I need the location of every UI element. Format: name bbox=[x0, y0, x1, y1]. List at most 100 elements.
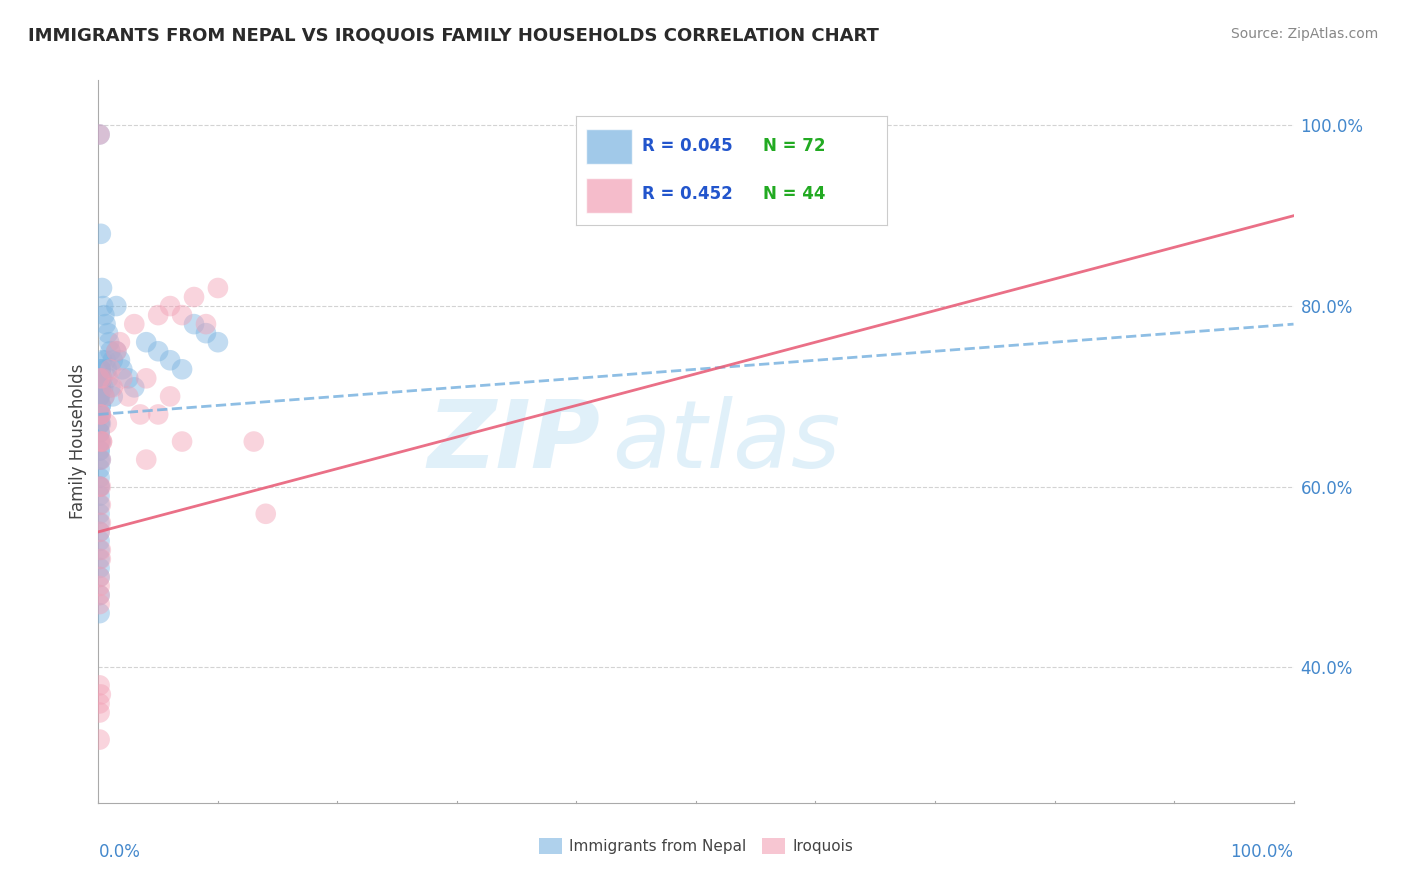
Point bbox=[90, 452, 112, 467]
Point bbox=[89, 471, 111, 485]
Point bbox=[89, 732, 111, 747]
Text: 0.0%: 0.0% bbox=[98, 843, 141, 861]
Point bbox=[89, 697, 111, 711]
Point bbox=[89, 434, 111, 449]
Point bbox=[90, 380, 112, 394]
Point bbox=[90, 362, 112, 376]
Point bbox=[89, 128, 111, 142]
Point bbox=[91, 434, 114, 449]
Point bbox=[135, 371, 157, 385]
Point bbox=[89, 425, 111, 440]
Point bbox=[89, 417, 111, 431]
Point bbox=[90, 452, 112, 467]
Point bbox=[91, 380, 114, 394]
Point bbox=[108, 353, 131, 368]
Point bbox=[90, 480, 112, 494]
Point bbox=[105, 344, 128, 359]
Point bbox=[108, 335, 131, 350]
Point bbox=[148, 308, 170, 322]
Text: atlas: atlas bbox=[613, 396, 841, 487]
Point bbox=[94, 353, 117, 368]
Point bbox=[111, 362, 134, 376]
Point bbox=[89, 425, 111, 440]
Point bbox=[207, 281, 229, 295]
Point bbox=[89, 606, 111, 620]
Point bbox=[90, 398, 112, 412]
Point bbox=[101, 353, 124, 368]
Point bbox=[89, 524, 111, 539]
Text: Source: ZipAtlas.com: Source: ZipAtlas.com bbox=[1230, 27, 1378, 41]
Point bbox=[148, 408, 170, 422]
Point bbox=[93, 389, 115, 403]
Point bbox=[90, 398, 112, 412]
Point bbox=[91, 371, 114, 385]
Point bbox=[159, 389, 181, 403]
Point bbox=[91, 299, 114, 313]
Point bbox=[89, 408, 111, 422]
Point bbox=[89, 597, 111, 611]
Point bbox=[148, 344, 170, 359]
Point bbox=[183, 317, 205, 331]
Point bbox=[96, 417, 118, 431]
Point bbox=[90, 552, 112, 566]
Point bbox=[97, 371, 120, 385]
Point bbox=[90, 362, 112, 376]
Point bbox=[117, 389, 139, 403]
Point bbox=[98, 344, 122, 359]
Point bbox=[98, 380, 122, 394]
Y-axis label: Family Households: Family Households bbox=[69, 364, 87, 519]
Point bbox=[89, 588, 111, 602]
Point bbox=[159, 353, 181, 368]
Point bbox=[90, 687, 112, 701]
Text: ZIP: ZIP bbox=[427, 395, 600, 488]
Point bbox=[93, 308, 115, 322]
Point bbox=[89, 417, 111, 431]
Point bbox=[96, 362, 118, 376]
Point bbox=[90, 542, 112, 557]
Point bbox=[89, 452, 111, 467]
Point bbox=[91, 281, 114, 295]
Text: IMMIGRANTS FROM NEPAL VS IROQUOIS FAMILY HOUSEHOLDS CORRELATION CHART: IMMIGRANTS FROM NEPAL VS IROQUOIS FAMILY… bbox=[28, 27, 879, 45]
Point bbox=[90, 516, 112, 530]
Point bbox=[98, 362, 122, 376]
Point bbox=[254, 507, 277, 521]
Point bbox=[89, 480, 111, 494]
Point bbox=[89, 489, 111, 503]
Point bbox=[101, 380, 124, 394]
Point bbox=[89, 542, 111, 557]
Point bbox=[89, 570, 111, 584]
Point bbox=[111, 371, 134, 385]
Point bbox=[89, 678, 111, 692]
Point bbox=[89, 443, 111, 458]
Point bbox=[94, 317, 117, 331]
Point bbox=[90, 498, 112, 512]
Point bbox=[135, 335, 157, 350]
Point bbox=[89, 516, 111, 530]
Point bbox=[89, 524, 111, 539]
Point bbox=[89, 389, 111, 403]
Point bbox=[89, 389, 111, 403]
Point bbox=[89, 533, 111, 548]
Point bbox=[195, 317, 218, 331]
Point bbox=[89, 588, 111, 602]
Point bbox=[183, 290, 205, 304]
Point bbox=[129, 408, 152, 422]
Point bbox=[98, 335, 121, 350]
Point bbox=[90, 371, 112, 385]
Point bbox=[90, 408, 112, 422]
Point bbox=[89, 443, 111, 458]
Point bbox=[124, 317, 146, 331]
Point bbox=[89, 561, 111, 575]
Point bbox=[91, 434, 114, 449]
Point bbox=[172, 308, 194, 322]
Legend: Immigrants from Nepal, Iroquois: Immigrants from Nepal, Iroquois bbox=[533, 832, 859, 860]
Point bbox=[90, 408, 112, 422]
Text: 100.0%: 100.0% bbox=[1230, 843, 1294, 861]
Point bbox=[89, 507, 111, 521]
Point bbox=[105, 344, 128, 359]
Point bbox=[89, 579, 111, 593]
Point bbox=[124, 380, 146, 394]
Point bbox=[89, 128, 111, 142]
Point bbox=[89, 706, 111, 720]
Point bbox=[89, 371, 111, 385]
